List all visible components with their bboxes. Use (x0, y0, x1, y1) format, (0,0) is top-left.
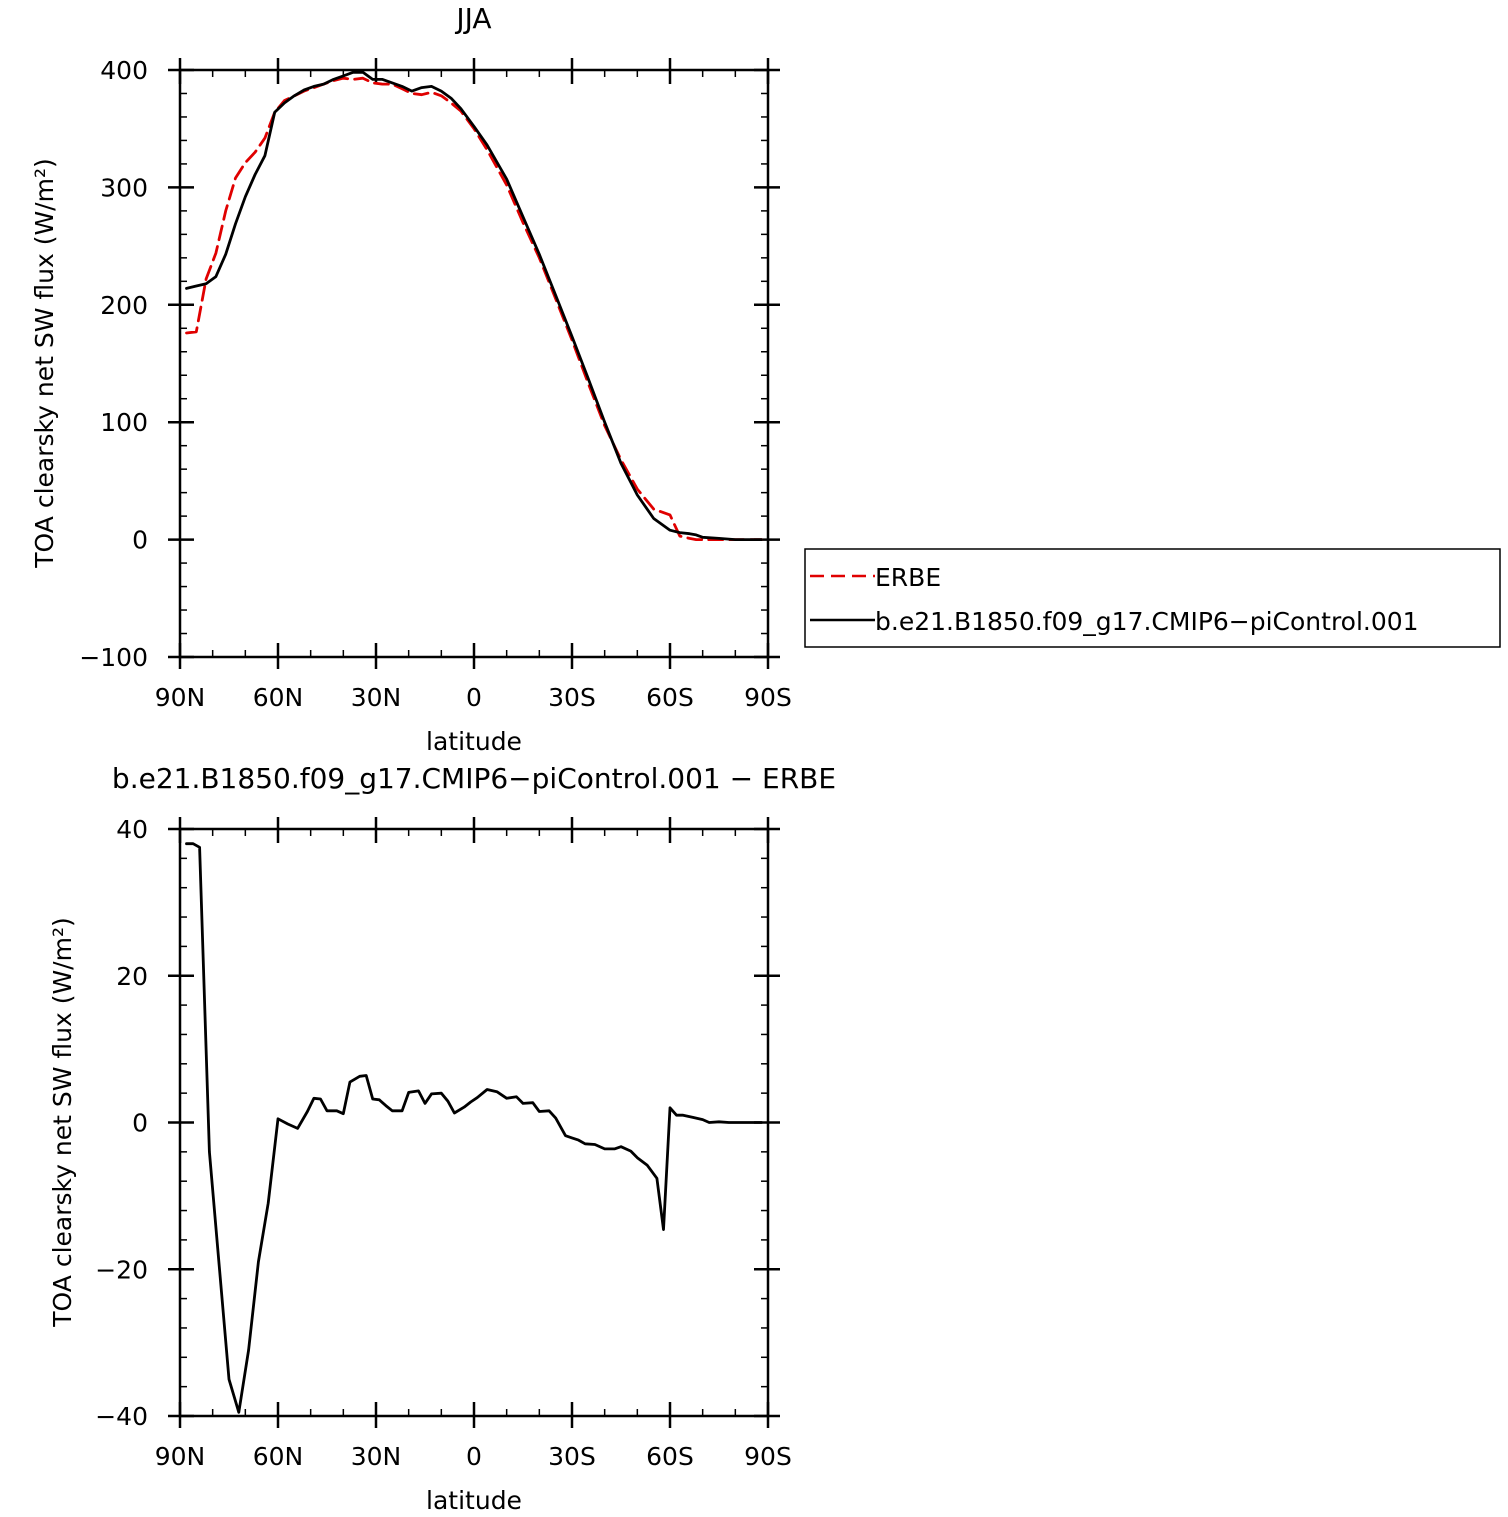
bottom-plot-frame (178, 827, 770, 1418)
top-x-tick-label: 0 (466, 683, 482, 712)
bottom-x-tick-label: 90N (155, 1442, 206, 1471)
top-y-tick-label: 400 (100, 56, 148, 85)
bottom-panel: b.e21.B1850.f09_g17.CMIP6−piControl.001 … (48, 762, 836, 1515)
top-y-tick-label: 200 (100, 291, 148, 320)
top-x-axis-label: latitude (426, 727, 522, 756)
legend-box (804, 548, 1501, 648)
top-y-tick-label: 300 (100, 173, 148, 202)
top-series-line-1 (185, 70, 763, 541)
top-panel: JJA 90N 60N 30N 0 30S 60S 90S 400 300 200 100 0 −100… (30, 2, 792, 756)
bottom-y-axis-label: TOA clearsky net SW flux (W/m²) (48, 917, 77, 1327)
top-x-tick-label: 30S (548, 683, 596, 712)
top-y-tick-label: 0 (132, 526, 148, 555)
bottom-y-tick-label: −40 (95, 1402, 148, 1431)
bottom-x-tick-label: 60N (253, 1442, 304, 1471)
bottom-y-tick-label: 40 (116, 815, 148, 844)
top-y-tick-label: 100 (100, 408, 148, 437)
top-x-tick-label: 60N (253, 683, 304, 712)
top-x-tick-label: 90N (155, 683, 206, 712)
top-x-tick-label: 30N (351, 683, 402, 712)
legend-label-erbe: ERBE (875, 563, 941, 592)
bottom-x-tick-label: 30S (548, 1442, 596, 1471)
bottom-x-tick-label: 0 (466, 1442, 482, 1471)
top-plot-frame (178, 68, 770, 659)
bottom-x-tick-label: 30N (351, 1442, 402, 1471)
bottom-y-tick-label: −20 (95, 1255, 148, 1284)
top-series-line-0 (185, 76, 763, 541)
top-x-tick-label: 90S (744, 683, 792, 712)
bottom-x-tick-label: 90S (744, 1442, 792, 1471)
top-y-tick-label: −100 (79, 643, 148, 672)
bottom-x-tick-label: 60S (646, 1442, 694, 1471)
legend-label-model: b.e21.B1850.f09_g17.CMIP6−piControl.001 (875, 607, 1419, 636)
top-y-axis-label: TOA clearsky net SW flux (W/m²) (30, 158, 59, 568)
top-x-tick-label: 60S (646, 683, 694, 712)
bottom-y-tick-label: 0 (132, 1109, 148, 1138)
bottom-chart-title: b.e21.B1850.f09_g17.CMIP6−piControl.001 … (112, 762, 836, 795)
top-chart-title: JJA (454, 2, 491, 35)
legend: ERBE b.e21.B1850.f09_g17.CMIP6−piControl… (804, 548, 1501, 648)
bottom-x-axis-label: latitude (426, 1486, 522, 1515)
bottom-y-tick-label: 20 (116, 962, 148, 991)
bottom-series-line-0 (185, 842, 763, 1414)
